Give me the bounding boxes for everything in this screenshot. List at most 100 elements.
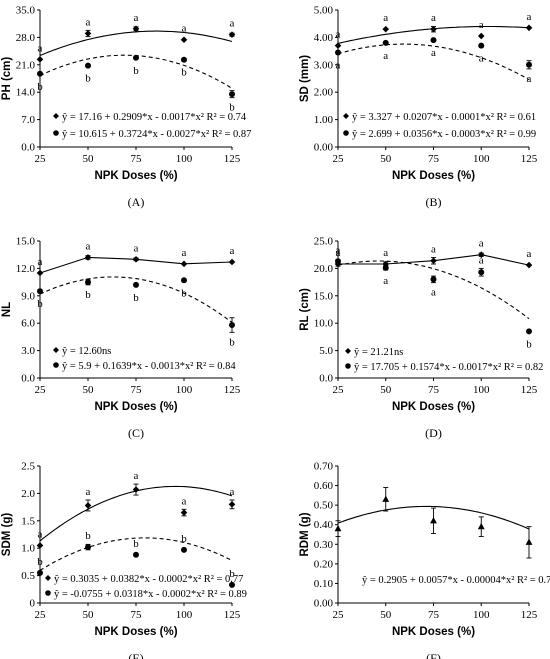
x-tick-label: 125 [224,384,241,396]
y-tick-label: 25.0 [314,236,334,248]
x-tick-label: 25 [35,609,47,621]
data-point [430,257,437,265]
data-point [133,54,139,61]
y-tick-label: 0.40 [314,519,334,531]
series-1: a a a a a ŷ = 17.16 + 0.2909*x - 0.0017*x² R²… [36,12,247,123]
data-point [36,269,44,277]
x-axis-label: NPK Doses (%) [392,170,475,182]
x-tick-label: 100 [176,153,193,165]
y-tick-label: 1.0 [21,543,35,555]
data-point [85,62,91,69]
x-tick-label: 75 [428,384,440,396]
panel-d: 0.0 5.0 10.0 15.0 20.0 25.0 25 50 75 100 125 NPK Do… [299,236,543,441]
equation-label: ŷ = 2.699 + 0.0356*x - 0.0003*x² R² = 0.… [352,129,536,140]
significance-letter: a [336,247,341,259]
significance-letter: b [229,336,235,348]
x-tick-label: 50 [380,153,392,165]
data-point [37,569,43,576]
data-point [382,264,389,271]
significance-letter: a [182,247,187,259]
significance-letter: a [383,275,388,287]
data-point [132,486,140,493]
significance-letter: a [182,495,187,507]
significance-letter: a [86,486,91,498]
x-tick-label: 125 [224,153,241,165]
series-2: b b b b b ŷ = 5.9 + 0.1639*x - 0.0013*x² R² =… [37,276,236,372]
y-tick-label: 0.0 [21,142,35,154]
significance-letter: a [38,528,43,540]
y-tick-label: 3.0 [21,345,35,357]
significance-letter: a [527,73,532,85]
data-point [477,522,485,530]
y-tick-label: 12.0 [16,263,36,275]
x-tick-label: 75 [131,153,143,165]
series-2: b b b b b ŷ = 10.615 + 0.3724*x - 0.0027*x² R… [37,54,251,140]
y-tick-label: 0.50 [314,500,334,512]
panel-label: (C) [128,426,144,440]
x-tick-label: 50 [83,153,95,165]
significance-letter: a [383,12,388,24]
y-tick-label: 0.00 [314,142,334,154]
x-tick-label: 125 [521,609,538,621]
significance-letter: a [431,12,436,24]
panel-label: (E) [128,651,143,659]
data-point [133,281,139,288]
significance-letter: b [133,538,139,550]
x-tick-label: 100 [473,153,490,165]
significance-letter: a [230,245,235,257]
legend-marker [45,575,51,581]
data-point [229,91,235,98]
y-tick-label: 2.0 [21,488,35,500]
x-tick-label: 75 [131,384,143,396]
panel-label: (F) [426,651,441,659]
x-axis-label: NPK Doses (%) [94,626,177,638]
legend-marker [345,363,351,369]
panel-f: 0.00 0.10 0.20 0.30 0.40 0.50 0.60 0.70 25 50 75 10… [299,461,550,659]
significance-letter: a [38,256,43,268]
x-tick-label: 100 [176,609,193,621]
data-point [477,251,485,258]
y-tick-label: 5.00 [314,5,334,17]
significance-letter: b [37,556,43,568]
panel-c: 0.0 3.0 6.0 9.0 12.0 15.0 25 50 75 100 125 NPK Dose… [1,236,241,441]
significance-letter: a [479,53,484,65]
y-tick-label: 35.0 [16,5,36,17]
x-tick-label: 25 [35,153,47,165]
y-tick-label: 0.60 [314,480,334,492]
significance-letter: b [85,73,91,85]
equation-label: ŷ = 17.16 + 0.2909*x - 0.0017*x² R² = 0.… [62,112,247,123]
significance-letter: b [37,81,43,93]
x-tick-label: 125 [521,153,538,165]
y-tick-label: 9.0 [21,290,35,302]
y-tick-label: 15.0 [16,236,36,248]
x-tick-label: 100 [473,609,490,621]
significance-letter: a [431,243,436,255]
equation-label: ŷ = 12.60ns [62,346,111,357]
data-point [382,39,389,46]
series-2: a a a a a ŷ = 2.699 + 0.0356*x - 0.0003*x² R²… [335,37,536,140]
fit-curve [337,43,530,81]
x-tick-label: 50 [83,609,95,621]
series-1: a a a aaŷ = 21.21ns [334,238,533,358]
data-point [228,258,236,266]
significance-letter: a [38,42,43,54]
significance-letter: a [527,11,532,23]
data-point [132,255,140,263]
y-tick-label: 15.0 [314,290,334,302]
data-point [85,544,91,551]
panel-a: 0.0 7.0 14.0 21.0 28.0 35.0 25 50 75 100 125 NPK Do… [1,5,251,210]
data-point [36,56,44,63]
data-point [526,61,532,68]
x-tick-label: 25 [333,153,345,165]
equation-label: ŷ = 17.705 + 0.1574*x - 0.0017*x² R² = 0… [354,362,543,373]
significance-letter: b [37,298,43,310]
y-tick-label: 2.00 [314,87,334,99]
data-point [36,542,44,549]
y-tick-label: 1.00 [314,114,334,126]
y-axis-label: RL (cm) [299,288,311,331]
legend-marker [53,113,59,119]
significance-letter: b [133,292,139,304]
significance-letter: a [336,59,341,71]
data-point [477,32,485,40]
